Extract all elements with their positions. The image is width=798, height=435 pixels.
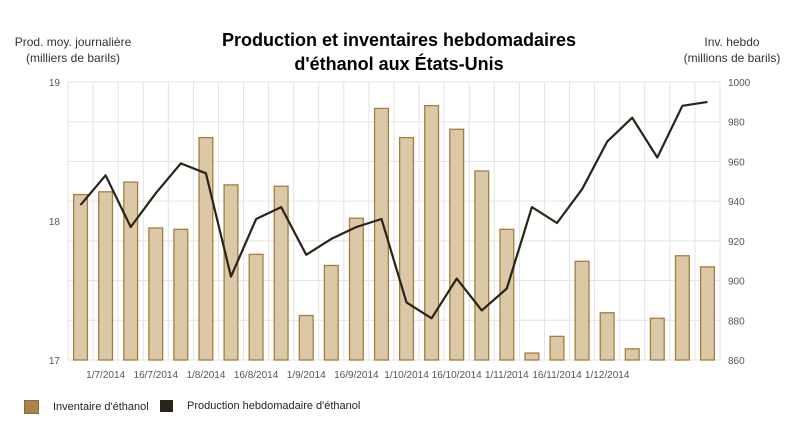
right-axis-tick-label: 940 <box>728 197 745 208</box>
inventory-bar <box>323 264 339 361</box>
inventory-bar <box>524 352 540 361</box>
chart-title: Production et inventaires hebdomadaires … <box>0 28 798 76</box>
inventory-bar <box>273 185 289 361</box>
inventory-bar <box>123 181 139 361</box>
legend-label-inventory: Inventaire d'éthanol <box>53 401 149 413</box>
inventory-bar <box>198 136 214 361</box>
production-line <box>79 100 708 320</box>
x-axis-tick-label: 1/11/2014 <box>485 370 529 381</box>
inventory-bar <box>373 107 390 361</box>
inventory-bar <box>649 317 665 361</box>
left-axis-title-line-2: (milliers de barils) <box>25 51 120 65</box>
inventory-bar <box>549 335 565 361</box>
right-axis-tick-label: 900 <box>728 277 745 288</box>
left-axis-tick-label: 17 <box>49 356 61 367</box>
inventory-bar <box>398 136 415 361</box>
right-axis-tick-label: 880 <box>728 316 745 327</box>
x-axis-tick-label: 1/10/2014 <box>384 370 429 381</box>
right-axis-title-line-2: (millions de barils) <box>683 51 781 65</box>
left-axis-tick-label: 19 <box>49 78 61 89</box>
x-axis-tick-label: 16/11/2014 <box>532 370 582 381</box>
inventory-bar <box>98 191 114 361</box>
right-axis-tick-label: 1000 <box>728 78 751 89</box>
inventory-bar <box>474 170 490 361</box>
right-axis-tick-label: 920 <box>728 237 745 248</box>
x-axis-tick-label: 1/8/2014 <box>186 370 225 381</box>
legend-swatch-production <box>160 400 173 413</box>
right-axis-tick-label: 860 <box>728 356 745 367</box>
inventory-bar <box>449 128 465 361</box>
x-axis-tick-label: 1/9/2014 <box>287 370 326 381</box>
chart-title-line-1: Production et inventaires hebdomadaires <box>221 30 577 50</box>
right-axis-tick-label: 960 <box>728 157 745 168</box>
inventory-bar <box>674 255 690 361</box>
right-axis-title-line-1: Inv. hebdo <box>704 35 760 49</box>
left-axis-title-line-1: Prod. moy. journalière <box>14 35 132 49</box>
inventory-bar <box>424 104 440 361</box>
inventory-bar <box>599 312 615 361</box>
right-axis-tick-label: 980 <box>728 118 745 129</box>
chart-title-line-2: d'éthanol aux États-Unis <box>294 54 504 74</box>
x-axis-tick-label: 1/7/2014 <box>86 370 125 381</box>
left-axis-tick-label: 18 <box>49 217 61 228</box>
inventory-bar <box>699 266 716 361</box>
inventory-bar <box>173 228 189 361</box>
left-axis-title: Prod. moy. journalière (milliers de bari… <box>8 34 138 66</box>
x-axis-tick-label: 16/7/2014 <box>134 370 179 381</box>
x-axis-tick-label: 16/8/2014 <box>234 370 279 381</box>
x-axis-tick-label: 1/12/2014 <box>585 370 630 381</box>
legend-item-inventory: Inventaire d'éthanol <box>24 400 149 414</box>
right-axis-title: Inv. hebdo (millions de barils) <box>672 34 792 66</box>
legend-label-production: Production hebdomadaire d'éthanol <box>187 400 361 413</box>
inventory-bar <box>348 217 364 361</box>
inventory-bar <box>298 314 314 361</box>
inventory-bar <box>499 228 515 361</box>
legend-item-production: Production hebdomadaire d'éthanol <box>160 400 361 413</box>
inventory-bar <box>72 193 89 361</box>
inventory-bar <box>624 348 640 361</box>
x-axis-tick-label: 16/9/2014 <box>334 370 379 381</box>
inventory-bar <box>248 253 264 361</box>
inventory-bar <box>148 227 164 361</box>
x-axis-tick-label: 16/10/2014 <box>432 370 482 381</box>
legend-swatch-inventory <box>24 400 39 414</box>
inventory-bar <box>574 260 590 361</box>
